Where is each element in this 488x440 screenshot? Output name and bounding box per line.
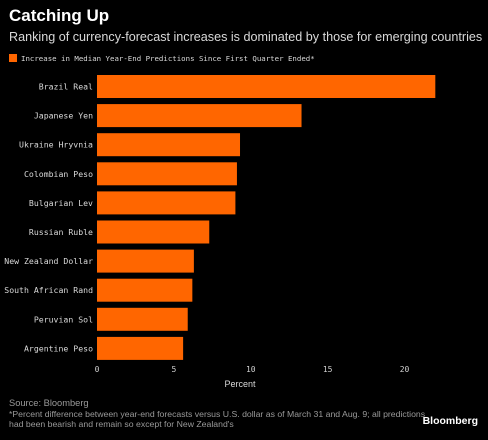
category-label: Brazil Real — [39, 82, 93, 92]
bar-colombian-peso — [97, 162, 237, 186]
chart-title: Catching Up — [9, 6, 110, 25]
bar-argentine-peso — [97, 336, 184, 360]
bar-new-zealand-dollar — [97, 249, 194, 273]
category-label: Japanese Yen — [34, 111, 93, 121]
x-tick-label: 15 — [323, 365, 333, 374]
x-tick-label: 10 — [246, 365, 256, 374]
x-tick-label: 20 — [400, 365, 410, 374]
bar-russian-ruble — [97, 220, 210, 244]
category-label: New Zealand Dollar — [4, 256, 93, 266]
legend: Increase in Median Year-End Predictions … — [9, 52, 315, 64]
bloomberg-logo: Bloomberg — [422, 415, 478, 427]
category-label: South African Rand — [4, 285, 93, 295]
x-tick-label: 0 — [95, 365, 100, 374]
category-label: Argentine Peso — [24, 343, 93, 353]
footnote: *Percent difference between year-end for… — [9, 409, 426, 429]
legend-swatch — [9, 54, 17, 62]
legend-label: Increase in Median Year-End Predictions … — [21, 53, 315, 63]
category-label: Colombian Peso — [24, 169, 93, 179]
category-label: Russian Ruble — [29, 227, 93, 237]
bar-bulgarian-lev — [97, 191, 236, 215]
x-axis-title: Percent — [224, 379, 256, 389]
bar-south-african-rand — [97, 278, 193, 302]
bar-japanese-yen — [97, 104, 302, 128]
category-label: Bulgarian Lev — [29, 198, 93, 208]
chart-subtitle: Ranking of currency-forecast increases i… — [9, 30, 483, 44]
source-note: Source: Bloomberg — [9, 398, 89, 408]
category-label: Ukraine Hryvnia — [19, 140, 93, 150]
category-label: Peruvian Sol — [34, 314, 93, 324]
x-tick-label: 5 — [171, 365, 176, 374]
bar-brazil-real — [97, 75, 436, 98]
bar-peruvian-sol — [97, 307, 188, 331]
bar-ukraine-hryvnia — [97, 133, 241, 157]
